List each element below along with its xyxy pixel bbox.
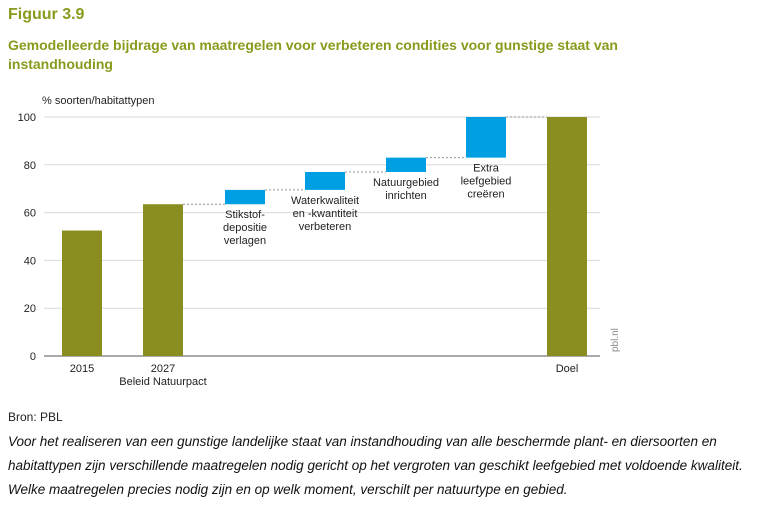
bars [62,117,587,356]
y-tick-label: 20 [24,303,36,315]
figure-caption: Voor het realiseren van een gunstige lan… [8,434,743,497]
bar-waterkwaliteit [305,171,345,190]
bar-extra [466,117,506,158]
y-tick-label: 40 [24,255,36,267]
connector-lines [183,116,547,205]
bar-label: Beleid Natuurpact [119,376,206,388]
figure-title: Gemodelleerde bijdrage van maatregelen v… [8,37,618,72]
bar-label: Waterkwaliteit [291,195,359,207]
bar-label: Natuurgebied [373,177,439,189]
bar-label: leefgebied [461,176,512,188]
y-tick-label: 100 [18,112,36,124]
bar-label: en -kwantiteit [293,208,358,220]
y-tick-label: 60 [24,208,36,220]
bar-label: Stikstof- [225,209,265,221]
source-note: Bron: PBL [8,410,63,424]
watermark: pbl.nl [610,328,621,352]
grid-lines [44,116,600,357]
bar-label: 2027 [151,363,175,375]
bar-2027 [143,204,183,356]
bar-label: verbeteren [299,221,352,233]
bar-stikstof [225,189,265,205]
y-tick-label: 80 [24,160,36,172]
bar-label: verlagen [224,235,266,247]
y-tick-label: 0 [30,351,36,363]
bar-label: creëren [467,189,504,201]
y-axis-ticks: 0 20 40 60 80 100 [18,112,36,363]
bar-doel [547,117,587,356]
bar-label: depositie [223,222,267,234]
bar-label: 2015 [70,363,94,375]
bar-2015 [62,230,102,356]
figure-label: Figuur 3.9 [8,6,85,23]
waterfall-chart: 0 20 40 60 80 100 % soorten/habitattypen 2015… [18,95,621,388]
bar-label: Doel [556,363,579,375]
bar-natuurgebied [386,157,426,172]
y-axis-label: % soorten/habitattypen [42,95,155,107]
bar-label: inrichten [385,190,427,202]
bar-label: Extra [473,163,500,175]
